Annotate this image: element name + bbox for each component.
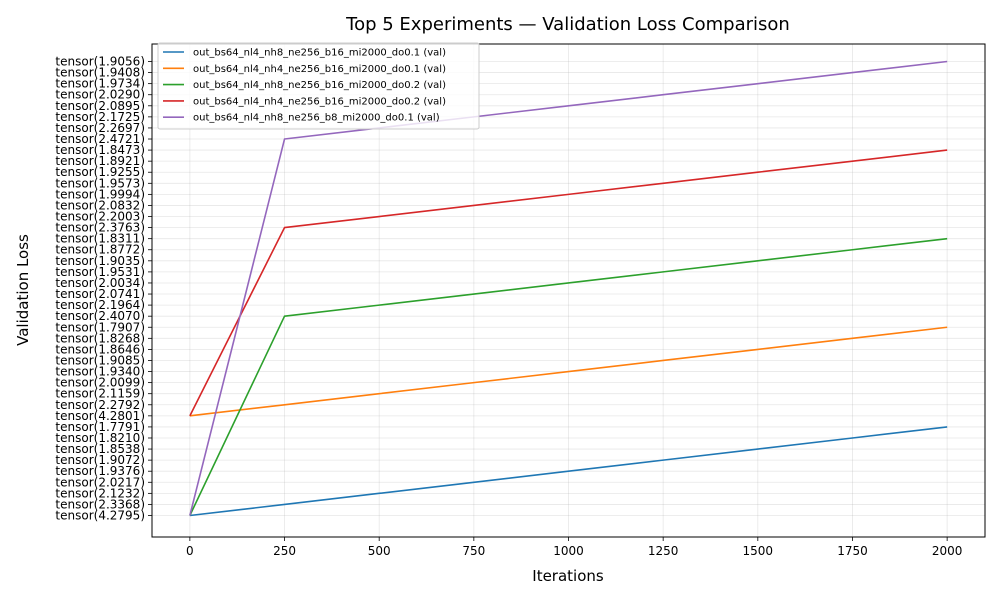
y-tick-label: tensor(2.0290): [55, 88, 145, 102]
y-tick-label: tensor(1.9573): [55, 176, 145, 190]
x-tick-label: 1500: [743, 544, 774, 558]
legend-label: out_bs64_nl4_nh4_ne256_b16_mi2000_do0.1 …: [193, 64, 446, 75]
y-tick-label: tensor(2.1159): [55, 387, 145, 401]
legend: out_bs64_nl4_nh8_ne256_b16_mi2000_do0.1 …: [157, 42, 480, 130]
legend-label: out_bs64_nl4_nh8_ne256_b16_mi2000_do0.1 …: [193, 48, 446, 59]
legend-label: out_bs64_nl4_nh4_ne256_b16_mi2000_do0.2 …: [193, 96, 446, 107]
x-tick-label: 0: [186, 544, 194, 558]
series-line: [189, 426, 948, 517]
y-tick-label: tensor(2.4721): [55, 132, 145, 146]
y-tick-label: tensor(2.0741): [55, 287, 145, 301]
y-tick-label: tensor(2.2792): [55, 398, 145, 412]
y-tick-label: tensor(2.2003): [55, 210, 145, 224]
x-tick-label: 500: [368, 544, 391, 558]
y-tick-label: tensor(1.9035): [55, 254, 145, 268]
y-tick-label: tensor(2.0099): [55, 376, 145, 390]
y-tick-label: tensor(1.9376): [55, 464, 145, 478]
series-line: [189, 326, 948, 417]
x-axis-title: Iterations: [532, 567, 604, 585]
y-tick-label: tensor(1.9085): [55, 353, 145, 367]
y-tick-label: tensor(2.0895): [55, 99, 145, 113]
y-tick-label: tensor(1.8210): [55, 431, 145, 445]
x-tick-label: 2000: [932, 544, 963, 558]
legend-box: [157, 42, 480, 130]
series-line: [189, 149, 948, 417]
y-tick-label: tensor(1.9340): [55, 365, 145, 379]
y-tick-label: tensor(1.8921): [55, 154, 145, 168]
y-tick-label: tensor(1.8473): [55, 143, 145, 157]
y-tick-label: tensor(1.8646): [55, 342, 145, 356]
y-tick-label: tensor(4.2801): [55, 409, 145, 423]
series-line: [189, 237, 948, 516]
series-lines: [189, 60, 948, 517]
y-tick-label: tensor(1.9734): [55, 77, 145, 91]
x-tick-label: 1250: [648, 544, 679, 558]
y-axis-title: Validation Loss: [14, 234, 32, 346]
y-tick-label: tensor(1.7791): [55, 420, 145, 434]
legend-label: out_bs64_nl4_nh8_ne256_b8_mi2000_do0.1 (…: [193, 113, 440, 124]
legend-label: out_bs64_nl4_nh8_ne256_b16_mi2000_do0.2 …: [193, 80, 446, 91]
x-tick-label: 1000: [553, 544, 584, 558]
x-tick-label: 1750: [837, 544, 868, 558]
y-axis-ticks: tensor(4.2795)tensor(2.3368)tensor(2.123…: [55, 55, 152, 523]
y-tick-label: tensor(2.4070): [55, 309, 145, 323]
x-axis-ticks: 0 250 500 750 1000 1250 1500 1750 2000: [186, 537, 962, 558]
y-tick-label: tensor(1.9994): [55, 187, 145, 201]
y-tick-label: tensor(2.0217): [55, 475, 145, 489]
x-tick-label: 250: [273, 544, 296, 558]
y-tick-label: tensor(1.9255): [55, 165, 145, 179]
chart-title: Top 5 Experiments — Validation Loss Comp…: [345, 14, 790, 35]
y-tick-label: tensor(2.0034): [55, 276, 145, 290]
y-tick-label: tensor(2.3368): [55, 497, 145, 511]
series-line: [189, 60, 948, 516]
y-tick-label: tensor(2.1725): [55, 110, 145, 124]
y-tick-label: tensor(4.2795): [55, 509, 145, 523]
y-tick-label: tensor(2.3763): [55, 221, 145, 235]
y-tick-label: tensor(2.2697): [55, 121, 145, 135]
y-tick-label: tensor(2.0832): [55, 198, 145, 212]
y-tick-label: tensor(1.9408): [55, 66, 145, 80]
x-tick-label: 750: [462, 544, 485, 558]
y-tick-label: tensor(1.7907): [55, 320, 145, 334]
y-tick-label: tensor(1.8311): [55, 232, 145, 246]
y-tick-label: tensor(1.8538): [55, 442, 145, 456]
y-tick-label: tensor(1.9531): [55, 265, 145, 279]
y-tick-label: tensor(2.1964): [55, 298, 145, 312]
y-tick-label: tensor(1.8772): [55, 243, 145, 257]
y-tick-label: tensor(2.1232): [55, 486, 145, 500]
y-tick-label: tensor(1.8268): [55, 331, 145, 345]
y-tick-label: tensor(1.9072): [55, 453, 145, 467]
y-tick-label: tensor(1.9056): [55, 55, 145, 69]
grid: [152, 44, 985, 537]
